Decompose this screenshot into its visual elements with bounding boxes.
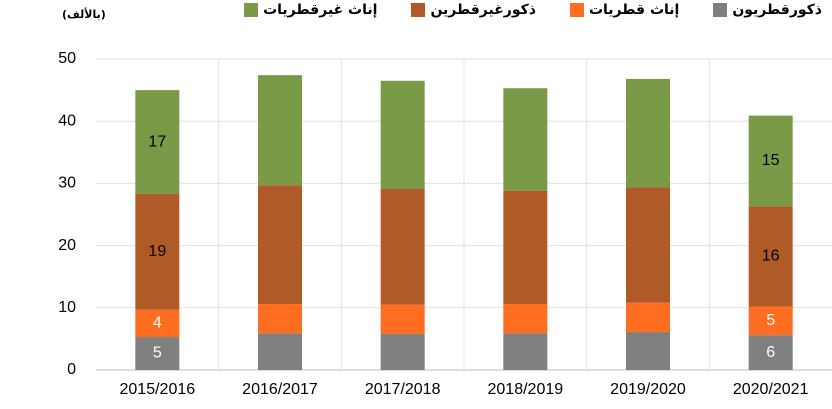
bar-segment xyxy=(258,185,302,305)
y-tick-label: 0 xyxy=(67,361,76,378)
bar-segment xyxy=(380,333,425,370)
data-label: 5 xyxy=(153,345,162,362)
x-tick-label: 2018/2019 xyxy=(488,381,564,398)
x-tick-label: 2019/2020 xyxy=(610,381,686,398)
legend-swatch xyxy=(569,3,584,17)
bar-segment xyxy=(135,90,180,194)
bar-segment xyxy=(258,75,302,186)
legend-label: ذكورغيرقطرين xyxy=(430,2,536,18)
bar-segment xyxy=(748,306,793,336)
x-tick-label: 2017/2018 xyxy=(365,381,441,398)
bar-segment xyxy=(503,190,548,305)
bar-segment xyxy=(503,333,548,370)
legend-item: ذكورغيرقطرين xyxy=(411,2,536,18)
legend-swatch xyxy=(244,3,259,17)
bar-segment xyxy=(626,332,670,370)
data-label: 16 xyxy=(762,248,780,265)
y-tick-label: 20 xyxy=(58,237,76,254)
x-tick-label: 2015/2016 xyxy=(120,381,196,398)
data-label: 5 xyxy=(766,312,775,329)
bar-segment xyxy=(503,304,548,334)
data-label: 4 xyxy=(153,315,162,332)
bar-segment xyxy=(748,206,793,307)
y-tick-label: 10 xyxy=(58,299,76,316)
legend-item: إناث قطريات xyxy=(569,2,680,18)
legend-label: إناث غيرقطريات xyxy=(263,2,378,18)
bar-segment xyxy=(258,304,302,334)
bar-segment xyxy=(503,88,548,191)
bar-segment xyxy=(258,333,302,370)
legend-item: ذكورقطريون xyxy=(713,2,822,18)
legend-label: ذكورقطريون xyxy=(732,2,822,18)
bar-segment xyxy=(748,115,793,207)
legend-label: إناث قطريات xyxy=(588,2,680,18)
legend: ذكورقطريون إناث قطريات ذكورغيرقطرين إناث غي… xyxy=(244,2,822,18)
bar-segment xyxy=(135,337,180,370)
unit-label: (بالألف) xyxy=(62,8,106,21)
y-tick-label: 30 xyxy=(58,175,76,192)
bar-segment xyxy=(626,302,670,333)
bar-segment xyxy=(380,304,425,334)
data-label: 19 xyxy=(148,243,166,260)
legend-swatch xyxy=(411,3,426,17)
data-label: 17 xyxy=(148,133,166,150)
bar-segment xyxy=(748,335,793,370)
x-tick-label: 2016/2017 xyxy=(242,381,318,398)
data-label: 15 xyxy=(762,152,780,169)
bar-segment xyxy=(135,193,180,310)
bar-segment xyxy=(135,309,180,338)
y-tick-label: 40 xyxy=(58,112,76,129)
legend-swatch xyxy=(713,3,728,17)
bar-segment xyxy=(626,187,670,303)
y-tick-label: 50 xyxy=(58,50,76,67)
bar-segment xyxy=(380,188,425,305)
legend-item: إناث غيرقطريات xyxy=(244,2,377,18)
bar-segment xyxy=(380,80,425,189)
data-label: 6 xyxy=(766,344,775,361)
x-tick-label: 2020/2021 xyxy=(733,381,809,398)
bar-segment xyxy=(626,78,670,188)
